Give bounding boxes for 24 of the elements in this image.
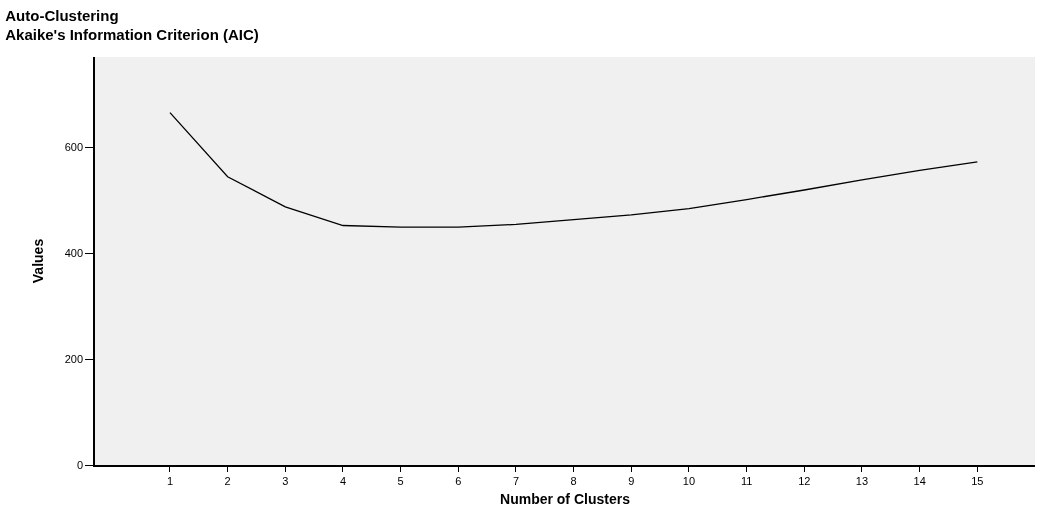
x-tick-label: 13	[855, 474, 869, 487]
x-tick-label: 6	[455, 474, 462, 487]
y-tick-label: 200	[64, 352, 84, 365]
x-tick-label: 11	[740, 474, 753, 487]
chart-subtitle: Akaike's Information Criterion (AIC)	[5, 26, 259, 44]
x-tick-label: 9	[628, 474, 635, 487]
y-tick-label: 0	[76, 458, 84, 471]
x-axis-title: Number of Clusters	[500, 490, 631, 507]
x-tick-label: 15	[971, 474, 984, 487]
x-tick-label: 7	[512, 474, 520, 487]
x-tick-label: 14	[913, 474, 926, 487]
y-tick-label: 600	[64, 140, 84, 153]
x-tick-label: 4	[339, 474, 347, 487]
x-tick-label: 12	[798, 474, 811, 487]
x-tick-label: 10	[682, 474, 696, 487]
x-tick-label: 2	[224, 474, 231, 487]
x-tick-label: 3	[282, 474, 289, 487]
chart-title: Auto-Clustering	[5, 6, 119, 24]
x-tick-label: 1	[166, 474, 174, 487]
x-tick-label: 8	[570, 474, 577, 487]
x-tick-label: 5	[397, 474, 404, 487]
line-series	[169, 111, 978, 228]
y-tick-label: 400	[64, 246, 84, 259]
y-axis-title: Values	[29, 238, 46, 284]
